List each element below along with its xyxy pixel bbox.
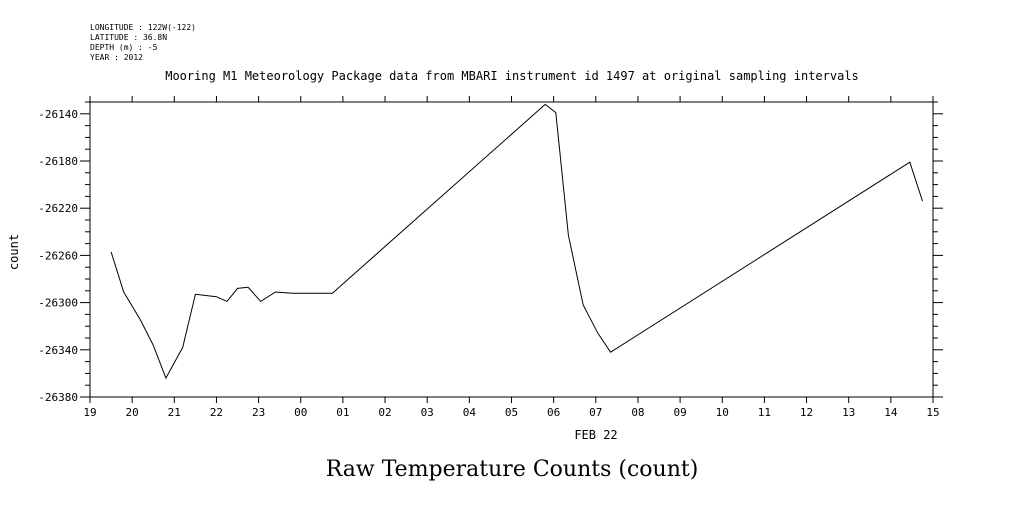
x-tick-label: 14 [884,406,898,419]
x-tick-label: 09 [673,406,686,419]
y-tick-label: -26140 [38,108,78,121]
series-line-raw-temperature [110,103,923,380]
y-tick-labels: -26140 -26180 -26220 -26260 -26300 -26340 -263… [38,108,78,404]
x-tick-label: 21 [168,406,181,419]
y-axis-label: count [7,234,21,270]
y-tick-label: -26300 [38,297,78,310]
x-tick-label: 06 [547,406,560,419]
y-tick-label: -26340 [38,344,78,357]
y-tick-label: -26260 [38,249,78,262]
x-tick-labels: 19 20 21 22 23 00 01 02 03 04 05 06 07 08 09 10 11 12 13 14… [83,406,939,419]
x-axis-label: FEB 22 [574,428,617,442]
meta-year: YEAR : 2012 [90,53,143,62]
tick-marks [80,96,943,403]
meta-longitude: LONGITUDE : 122W(-122) [90,23,196,32]
figure-caption: Raw Temperature Counts (count) [326,457,699,482]
y-tick-label: -26180 [38,155,78,168]
x-tick-label: 15 [926,406,939,419]
x-tick-label: 07 [589,406,602,419]
x-tick-label: 19 [83,406,96,419]
x-tick-label: 23 [252,406,265,419]
meta-latitude: LATITUDE : 36.8N [90,33,167,42]
plot-frame [89,101,934,398]
chart-title: Mooring M1 Meteorology Package data from… [165,69,859,83]
x-tick-label: 01 [336,406,349,419]
x-tick-label: 20 [126,406,139,419]
y-tick-label: -26220 [38,202,78,215]
x-tick-label: 02 [378,406,391,419]
x-tick-label: 03 [421,406,434,419]
meta-block: LONGITUDE : 122W(-122) LATITUDE : 36.8N … [90,23,196,62]
x-tick-label: 00 [294,406,307,419]
x-tick-label: 10 [716,406,729,419]
x-tick-label: 04 [463,406,477,419]
x-tick-label: 12 [800,406,813,419]
x-tick-label: 22 [210,406,223,419]
x-tick-label: 05 [505,406,518,419]
y-tick-label: -26380 [38,391,78,404]
x-tick-label: 13 [842,406,855,419]
x-tick-label: 08 [631,406,644,419]
x-tick-label: 11 [758,406,771,419]
meta-depth: DEPTH (m) : -5 [90,43,158,52]
